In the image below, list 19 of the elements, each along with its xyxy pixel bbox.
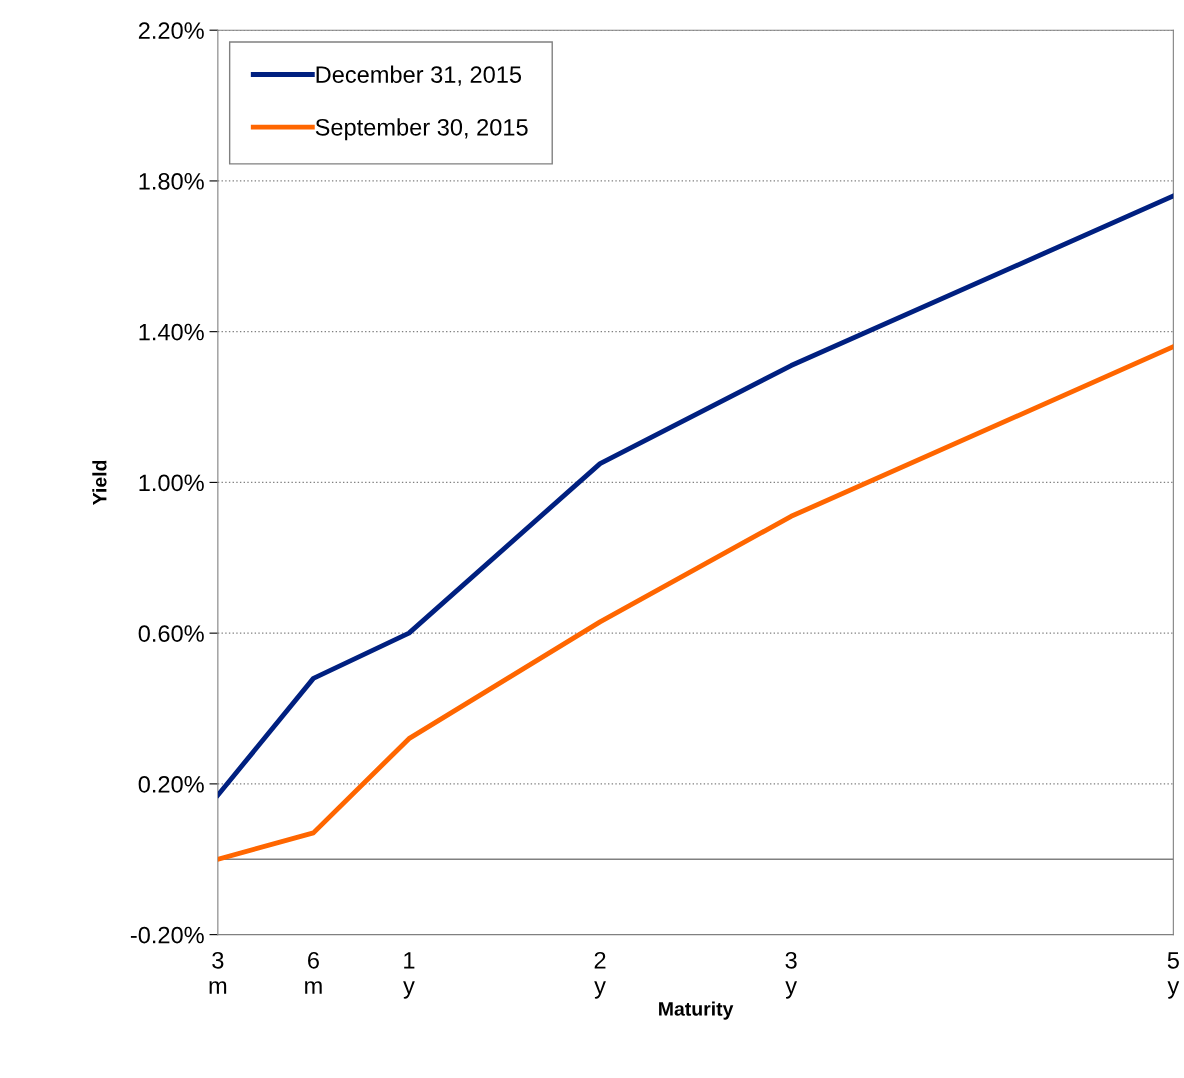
x-axis-title: Maturity	[659, 1001, 734, 1020]
x-tick-label: 6 m	[305, 951, 322, 994]
y-axis-title: Yield	[92, 460, 107, 505]
x-tick-label: 3 m	[209, 951, 227, 994]
x-tick-label: 3 y	[785, 951, 798, 999]
y-tick-label: 1.40%	[139, 323, 204, 341]
x-tick-label: 2 y	[594, 951, 606, 999]
y-tick-label: 1.80%	[139, 172, 204, 190]
y-tick-label: 0.20%	[138, 775, 204, 793]
y-tick-label: 0.60%	[138, 625, 204, 642]
legend-label: December 31, 2015	[316, 65, 522, 86]
legend-label: September 30, 2015	[315, 118, 528, 141]
x-tick-label: 1 y	[403, 952, 415, 999]
y-tick-label: 1.00%	[139, 474, 204, 492]
line-series	[217, 193, 1174, 798]
y-tick-label: 2.20%	[138, 22, 204, 39]
line-series	[217, 344, 1174, 862]
y-tick-label: -0.20%	[130, 926, 204, 944]
x-tick-label: 5 y	[1167, 952, 1180, 999]
